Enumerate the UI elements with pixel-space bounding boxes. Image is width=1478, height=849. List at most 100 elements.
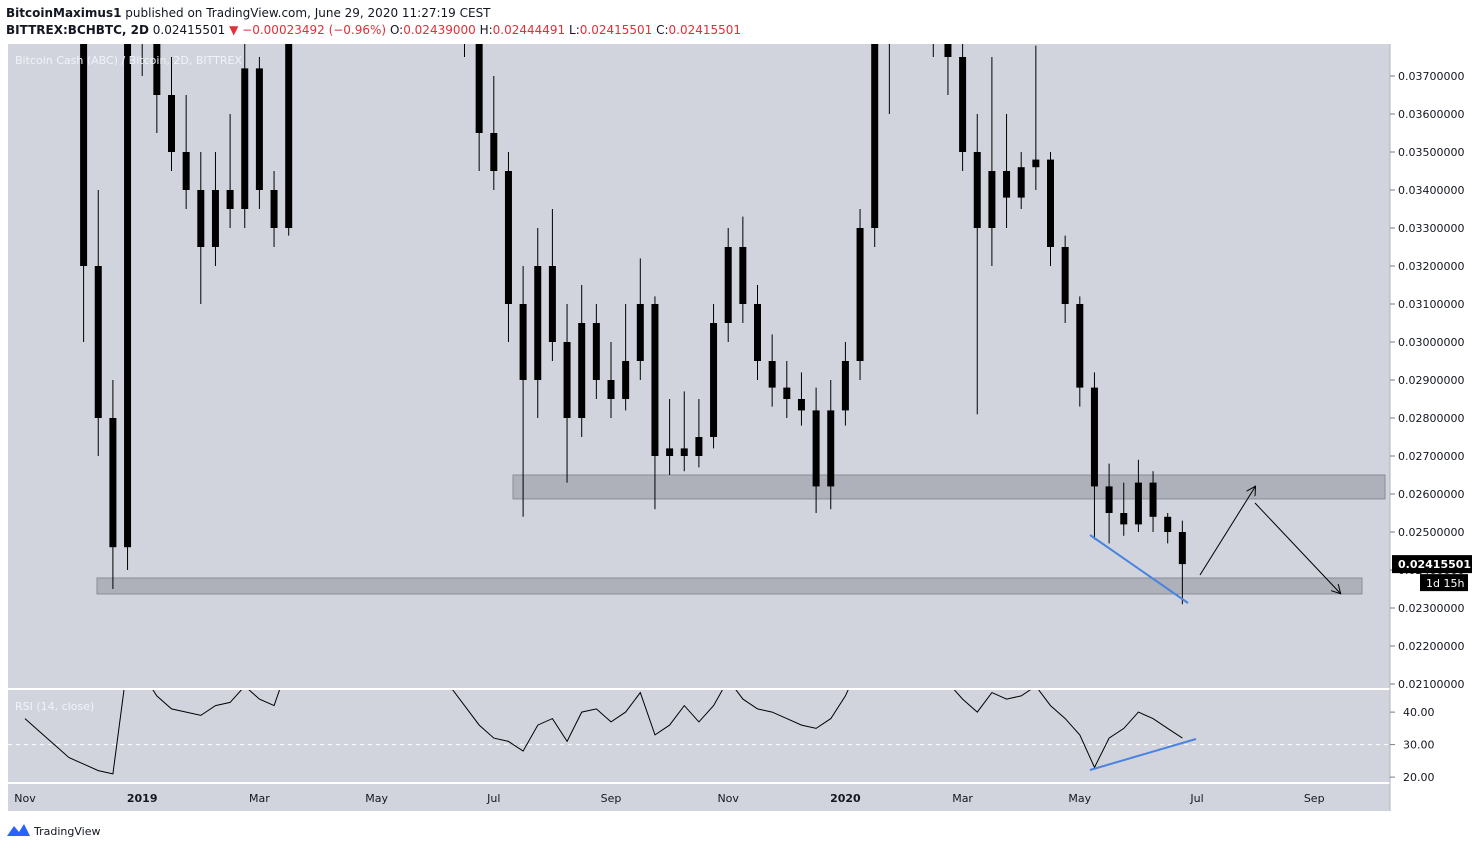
last-price-label: 0.02415501 xyxy=(1398,558,1471,571)
y-tick-label: 0.03500000 xyxy=(1398,146,1464,159)
candle-body xyxy=(754,304,761,362)
candle-body xyxy=(812,410,820,487)
y-tick-label: 0.02800000 xyxy=(1398,412,1464,425)
rsi-title: RSI (14, close) xyxy=(15,700,94,713)
candle-body xyxy=(241,68,249,209)
candle-body xyxy=(695,437,703,457)
brand: TradingView xyxy=(33,825,100,838)
candle-body xyxy=(1032,159,1040,168)
candle-body xyxy=(109,418,117,548)
y-tick-label: 0.03000000 xyxy=(1398,336,1464,349)
candle-body xyxy=(1003,170,1011,198)
y-tick-label: 0.02500000 xyxy=(1398,526,1464,539)
x-tick-label: Sep xyxy=(601,792,622,805)
rsi-line xyxy=(24,690,1183,775)
low: 0.02415501 xyxy=(580,23,653,37)
candle-body xyxy=(1017,167,1025,198)
candle-body xyxy=(651,304,659,457)
label: O: xyxy=(390,23,403,37)
header-line: BITTREX:BCHBTC, 2D 0.02415501 ▼ −0.00023… xyxy=(6,23,741,37)
close: 0.02415501 xyxy=(669,23,742,37)
candle-body xyxy=(519,304,527,381)
candle-body xyxy=(255,68,263,190)
x-tick-label: Mar xyxy=(952,792,973,805)
logo: TradingView xyxy=(7,824,100,838)
candle-body xyxy=(285,44,293,229)
last-price-box xyxy=(1392,555,1472,574)
y-tick-label: 0.03100000 xyxy=(1398,298,1464,311)
candle-body xyxy=(680,448,688,457)
published: published on TradingView.com, June 29, 2… xyxy=(125,6,491,20)
candle-body xyxy=(1076,304,1084,388)
candle-body xyxy=(168,94,175,152)
open: 0.02439000 xyxy=(403,23,476,37)
y-tick-label: 30.00 xyxy=(1403,739,1435,752)
candle-body xyxy=(710,323,718,438)
candle-body xyxy=(548,266,556,343)
candle-body xyxy=(1061,247,1069,305)
arrow xyxy=(1199,487,1255,576)
candle-body xyxy=(270,189,278,228)
y-tick-label: 40.00 xyxy=(1403,706,1435,719)
candle-body xyxy=(94,266,102,419)
x-tick-label: Jul xyxy=(486,792,500,805)
candle-body xyxy=(1149,482,1157,517)
y-tick-label: 0.03400000 xyxy=(1398,184,1464,197)
candle-body xyxy=(182,151,190,190)
symbol: BITTREX:BCHBTC, 2D xyxy=(6,23,149,37)
y-tick-label: 20.00 xyxy=(1403,771,1435,784)
candle-body xyxy=(856,228,864,362)
y-tick-label: 0.02300000 xyxy=(1398,602,1464,615)
author: BitcoinMaximus1 xyxy=(6,6,121,20)
candle-body xyxy=(988,170,996,228)
candle-body xyxy=(563,342,571,419)
price: 0.02415501 xyxy=(153,23,226,37)
y-tick-label: 0.02900000 xyxy=(1398,374,1464,387)
annotations xyxy=(1089,487,1340,771)
x-tick-label: Mar xyxy=(249,792,270,805)
candle-body xyxy=(739,247,747,305)
time-axis xyxy=(8,784,1390,811)
candle-body xyxy=(1178,532,1186,565)
candle-body xyxy=(607,380,615,400)
label: H: xyxy=(480,23,493,37)
x-tick-label: 2020 xyxy=(830,792,861,805)
high: 0.02444491 xyxy=(493,23,566,37)
y-tick-label: 0.03300000 xyxy=(1398,222,1464,235)
y-tick-label: 0.03200000 xyxy=(1398,260,1464,273)
candle-body xyxy=(636,304,644,362)
countdown: 1d 15h xyxy=(1426,577,1464,590)
candle-body xyxy=(827,410,835,487)
x-tick-label: Sep xyxy=(1304,792,1325,805)
x-tick-label: May xyxy=(1068,792,1091,805)
y-tick-label: 0.02600000 xyxy=(1398,488,1464,501)
candle-body xyxy=(666,448,674,457)
x-tick-label: Jul xyxy=(1189,792,1203,805)
change: ▼ −0.00023492 (−0.96%) xyxy=(229,23,386,37)
x-tick-label: 2019 xyxy=(127,792,158,805)
candle-body xyxy=(592,323,600,381)
label: C: xyxy=(656,23,668,37)
candle-body xyxy=(768,361,776,388)
candle-body xyxy=(1047,159,1054,248)
x-tick-label: Nov xyxy=(717,792,739,805)
candle-body xyxy=(226,189,234,209)
support-zone xyxy=(512,474,1386,500)
candle-body xyxy=(1134,482,1142,525)
candle-body xyxy=(1164,516,1172,533)
candle-body xyxy=(1090,387,1098,487)
logo-icon xyxy=(7,824,30,836)
candle-body xyxy=(534,266,542,381)
candle-body xyxy=(475,44,483,133)
candle-body xyxy=(797,399,805,411)
candle-body xyxy=(622,361,630,400)
candle-body xyxy=(197,189,205,248)
candle-body xyxy=(783,387,791,400)
header-line: BitcoinMaximus1 published on TradingView… xyxy=(6,6,491,20)
candle-body xyxy=(959,56,967,152)
candle-body xyxy=(490,132,498,171)
candle-body xyxy=(930,0,937,19)
candle-body xyxy=(211,189,219,248)
candle-body xyxy=(886,0,893,38)
